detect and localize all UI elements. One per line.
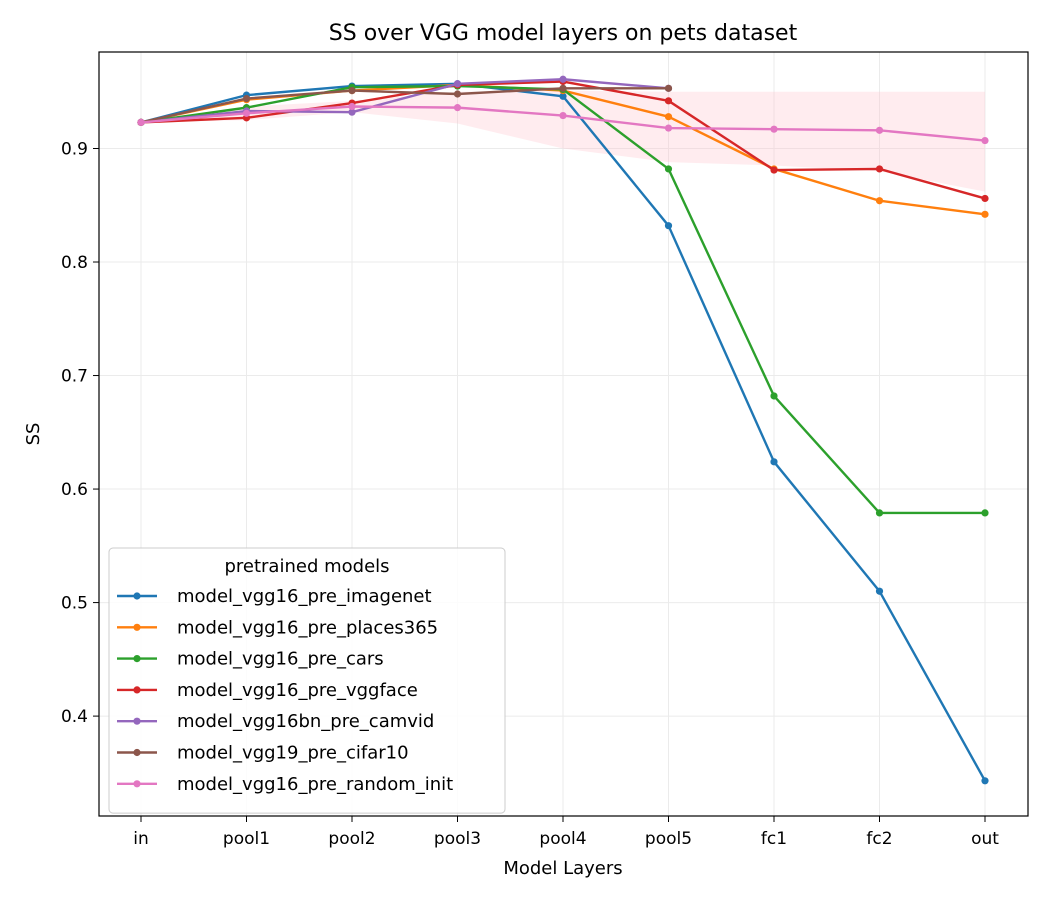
series-layer	[137, 75, 989, 785]
y-tick-label: 0.4	[61, 707, 88, 727]
data-point	[981, 194, 989, 203]
legend-swatch-marker	[133, 717, 141, 725]
x-tick-label: pool2	[328, 829, 375, 849]
confidence-band	[141, 90, 985, 192]
x-tick-label: pool5	[645, 829, 692, 849]
y-axis-title: SS	[23, 423, 44, 446]
x-axis: in pool1 pool2 pool3 pool4 pool5 fc1 fc2 out	[133, 816, 999, 849]
x-tick-label: pool1	[223, 829, 270, 849]
data-point	[981, 136, 989, 145]
legend-item: model_vgg16_pre_cars	[117, 649, 384, 670]
data-point	[664, 165, 673, 173]
data-point	[664, 113, 673, 121]
legend-label: model_vgg16bn_pre_camvid	[177, 711, 434, 732]
legend-item: model_vgg16bn_pre_camvid	[117, 711, 434, 732]
series-line	[140, 87, 669, 124]
x-tick-label: in	[133, 829, 149, 849]
legend-label: model_vgg16_pre_vggface	[177, 680, 418, 701]
legend-item: model_vgg19_pre_cifar10	[117, 743, 409, 764]
chart-title: SS over VGG model layers on pets dataset	[329, 21, 798, 46]
data-point	[664, 84, 673, 92]
legend-swatch-marker	[133, 623, 141, 631]
data-point	[875, 509, 884, 517]
data-point	[559, 111, 567, 120]
data-point	[664, 124, 673, 132]
legend: pretrained models model_vgg16_pre_imagene…	[108, 547, 506, 814]
data-point	[981, 509, 989, 517]
series-model_vgg16_pre_random_init	[137, 102, 989, 145]
data-point	[559, 84, 567, 92]
x-tick-label: pool3	[434, 829, 481, 849]
data-point	[875, 126, 884, 134]
y-tick-label: 0.7	[61, 367, 88, 387]
x-tick-label: out	[971, 829, 999, 849]
legend-box	[108, 547, 506, 814]
data-point	[770, 392, 778, 400]
legend-swatch-marker	[133, 592, 141, 600]
grid-layer	[99, 52, 1028, 816]
series-line	[140, 78, 669, 124]
data-point	[137, 118, 145, 126]
data-point	[875, 165, 884, 173]
band-layer	[141, 90, 985, 192]
legend-label: model_vgg19_pre_cifar10	[177, 743, 409, 764]
y-tick-label: 0.5	[61, 594, 88, 614]
data-point	[664, 222, 673, 230]
y-tick-label: 0.6	[61, 480, 88, 500]
x-tick-label: pool4	[539, 829, 586, 849]
legend-swatch-marker	[133, 686, 141, 694]
legend-label: model_vgg16_pre_cars	[177, 649, 384, 670]
y-axis: 0.4 0.5 0.6 0.7 0.8 0.9	[61, 139, 99, 727]
data-point	[242, 94, 251, 103]
x-tick-label: fc1	[761, 829, 787, 849]
data-point	[770, 166, 778, 174]
data-point	[242, 109, 251, 117]
data-point	[348, 102, 356, 111]
legend-item: model_vgg16_pre_places365	[117, 617, 438, 638]
data-point	[453, 90, 462, 98]
data-point	[348, 86, 356, 95]
data-point	[559, 75, 567, 83]
legend-swatch-marker	[133, 655, 141, 663]
legend-label: model_vgg16_pre_places365	[177, 617, 438, 638]
data-point	[453, 104, 462, 112]
legend-item: model_vgg16_pre_random_init	[117, 774, 453, 795]
y-tick-label: 0.9	[61, 139, 88, 159]
legend-title: pretrained models	[224, 556, 389, 577]
data-point	[875, 587, 884, 595]
x-tick-label: fc2	[866, 829, 892, 849]
data-point	[981, 210, 989, 218]
legend-item: model_vgg16_pre_vggface	[117, 680, 418, 701]
data-point	[770, 125, 778, 133]
legend-swatch-marker	[133, 748, 141, 757]
legend-label: model_vgg16_pre_random_init	[177, 774, 453, 795]
y-tick-label: 0.8	[61, 253, 88, 273]
legend-swatch-marker	[133, 780, 141, 788]
data-point	[875, 197, 884, 205]
data-point	[664, 97, 673, 105]
x-axis-title: Model Layers	[503, 858, 622, 879]
data-point	[348, 108, 356, 116]
data-point	[453, 80, 462, 88]
data-point	[770, 458, 778, 466]
data-point	[559, 92, 567, 100]
legend-item: model_vgg16_pre_imagenet	[117, 586, 432, 607]
legend-label: model_vgg16_pre_imagenet	[177, 586, 432, 607]
data-point	[981, 777, 989, 785]
